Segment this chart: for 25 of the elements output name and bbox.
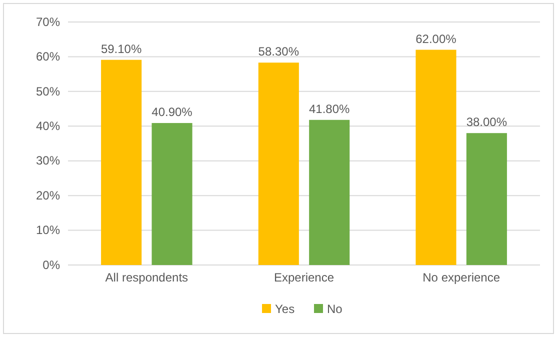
- y-tick-label: 40%: [36, 118, 60, 133]
- y-tick-label: 60%: [36, 50, 60, 64]
- bar: [466, 133, 507, 265]
- y-tick-label: 20%: [36, 188, 60, 202]
- y-tick-label: 10%: [36, 223, 60, 238]
- data-label: 59.10%: [100, 42, 142, 56]
- bar: [416, 50, 456, 265]
- y-tick-label: 50%: [36, 84, 60, 98]
- legend-label: Yes: [275, 302, 295, 316]
- data-label: 62.00%: [416, 32, 457, 46]
- data-label: 58.30%: [258, 44, 300, 59]
- legend-label: No: [327, 302, 343, 316]
- x-tick-label: No experience: [422, 270, 500, 285]
- y-tick-label: 30%: [36, 154, 60, 168]
- bar: [258, 62, 299, 265]
- bar: [309, 120, 350, 265]
- bar: [152, 123, 192, 265]
- data-label: 40.90%: [152, 105, 193, 120]
- data-label: 38.00%: [466, 115, 508, 130]
- bar: [101, 60, 142, 265]
- y-tick-label: 70%: [36, 14, 60, 29]
- x-tick-label: Experience: [274, 270, 334, 285]
- data-label: 41.80%: [308, 102, 350, 116]
- y-tick-label: 0%: [42, 258, 60, 272]
- x-tick-label: All respondents: [105, 270, 188, 285]
